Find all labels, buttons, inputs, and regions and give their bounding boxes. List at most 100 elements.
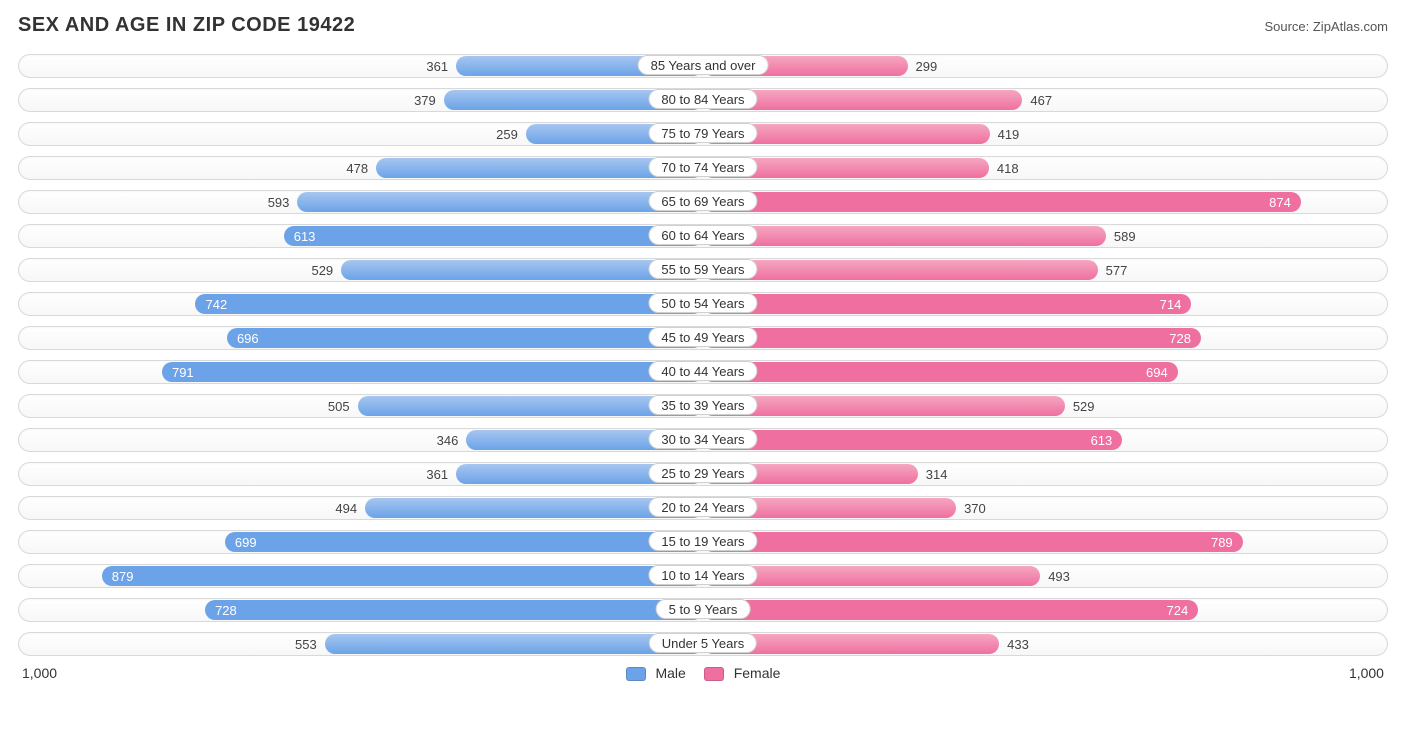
age-category-label: 85 Years and over	[638, 55, 769, 75]
male-value: 728	[215, 603, 237, 618]
age-category-label: 60 to 64 Years	[648, 225, 757, 245]
female-value: 467	[1030, 93, 1052, 108]
pyramid-track: 613 589 60 to 64 Years	[18, 224, 1388, 248]
male-half: 613	[19, 225, 703, 247]
male-half: 478	[19, 157, 703, 179]
legend-male: Male	[626, 665, 686, 681]
pyramid-row: 7287245 to 9 Years	[18, 595, 1388, 625]
pyramid-row: 69978915 to 19 Years	[18, 527, 1388, 557]
male-bar: 696	[227, 328, 703, 348]
male-value: 553	[295, 637, 317, 652]
age-category-label: Under 5 Years	[649, 633, 757, 653]
female-bar: 613	[703, 430, 1122, 450]
male-bar: 728	[205, 600, 703, 620]
male-value: 478	[346, 161, 368, 176]
pyramid-track: 52957755 to 59 Years	[18, 258, 1388, 282]
female-value: 529	[1073, 399, 1095, 414]
pyramid-row: 36131425 to 29 Years	[18, 459, 1388, 489]
female-value: 493	[1048, 569, 1070, 584]
legend-female: Female	[704, 665, 781, 681]
male-value: 361	[426, 59, 448, 74]
female-half: 577	[703, 259, 1387, 281]
pyramid-row: 37946780 to 84 Years	[18, 85, 1388, 115]
female-bar	[703, 260, 1098, 280]
female-bar: 694	[703, 362, 1178, 382]
pyramid-row: 696 72845 to 49 Years	[18, 323, 1388, 353]
female-half: 370	[703, 497, 1387, 519]
female-half: 613	[703, 429, 1387, 451]
pyramid-track: 791 694 40 to 44 Years	[18, 360, 1388, 384]
male-value: 699	[235, 535, 257, 550]
pyramid-row: 259 419 75 to 79 Years	[18, 119, 1388, 149]
female-bar: 789	[703, 532, 1243, 552]
male-value: 259	[496, 127, 518, 142]
male-value: 696	[237, 331, 259, 346]
female-half: 694	[703, 361, 1387, 383]
female-value: 694	[1146, 365, 1168, 380]
pyramid-track: 879 493 10 to 14 Years	[18, 564, 1388, 588]
age-category-label: 75 to 79 Years	[648, 123, 757, 143]
pyramid-row: 791 694 40 to 44 Years	[18, 357, 1388, 387]
male-half: 593	[19, 191, 703, 213]
axis-right-label: 1,000	[1349, 665, 1384, 681]
pyramid-track: 34661330 to 34 Years	[18, 428, 1388, 452]
age-category-label: 45 to 49 Years	[648, 327, 757, 347]
chart-legend: Male Female	[626, 665, 781, 681]
female-half: 418	[703, 157, 1387, 179]
male-half: 699	[19, 531, 703, 553]
axis-left-label: 1,000	[22, 665, 57, 681]
male-value: 361	[426, 467, 448, 482]
pyramid-row: 478 418 70 to 74 Years	[18, 153, 1388, 183]
age-category-label: 40 to 44 Years	[648, 361, 757, 381]
pyramid-row: 553433Under 5 Years	[18, 629, 1388, 659]
age-category-label: 70 to 74 Years	[648, 157, 757, 177]
female-bar: 728	[703, 328, 1201, 348]
female-value: 789	[1211, 535, 1233, 550]
age-category-label: 80 to 84 Years	[648, 89, 757, 109]
female-half: 714	[703, 293, 1387, 315]
legend-female-label: Female	[734, 665, 781, 681]
pyramid-track: 36131425 to 29 Years	[18, 462, 1388, 486]
pyramid-track: 478 418 70 to 74 Years	[18, 156, 1388, 180]
male-half: 361	[19, 463, 703, 485]
legend-male-label: Male	[655, 665, 685, 681]
female-value: 724	[1167, 603, 1189, 618]
pyramid-track: 37946780 to 84 Years	[18, 88, 1388, 112]
pyramid-track: 553433Under 5 Years	[18, 632, 1388, 656]
chart-title: SEX AND AGE IN ZIP CODE 19422	[18, 14, 355, 37]
male-value: 742	[205, 297, 227, 312]
female-half: 493	[703, 565, 1387, 587]
male-bar: 613	[284, 226, 703, 246]
male-half: 361	[19, 55, 703, 77]
female-half: 314	[703, 463, 1387, 485]
male-half: 494	[19, 497, 703, 519]
male-value: 879	[112, 569, 134, 584]
female-value: 418	[997, 161, 1019, 176]
female-half: 874	[703, 191, 1387, 213]
age-category-label: 10 to 14 Years	[648, 565, 757, 585]
female-bar: 874	[703, 192, 1301, 212]
male-half: 346	[19, 429, 703, 451]
male-value: 494	[335, 501, 357, 516]
pyramid-row: 59387465 to 69 Years	[18, 187, 1388, 217]
male-half: 259	[19, 123, 703, 145]
chart-header: SEX AND AGE IN ZIP CODE 19422 Source: Zi…	[18, 14, 1388, 37]
female-value: 613	[1091, 433, 1113, 448]
female-value: 314	[926, 467, 948, 482]
male-half: 791	[19, 361, 703, 383]
female-value: 589	[1114, 229, 1136, 244]
male-bar	[297, 192, 703, 212]
population-pyramid-chart: 36129985 Years and over37946780 to 84 Ye…	[18, 51, 1388, 659]
female-half: 728	[703, 327, 1387, 349]
female-value: 419	[998, 127, 1020, 142]
pyramid-row: 34661330 to 34 Years	[18, 425, 1388, 455]
pyramid-row: 494 37020 to 24 Years	[18, 493, 1388, 523]
male-value: 505	[328, 399, 350, 414]
male-bar: 791	[162, 362, 703, 382]
pyramid-row: 74271450 to 54 Years	[18, 289, 1388, 319]
male-bar: 879	[102, 566, 703, 586]
age-category-label: 20 to 24 Years	[648, 497, 757, 517]
pyramid-row: 613 589 60 to 64 Years	[18, 221, 1388, 251]
female-value: 714	[1160, 297, 1182, 312]
male-half: 553	[19, 633, 703, 655]
